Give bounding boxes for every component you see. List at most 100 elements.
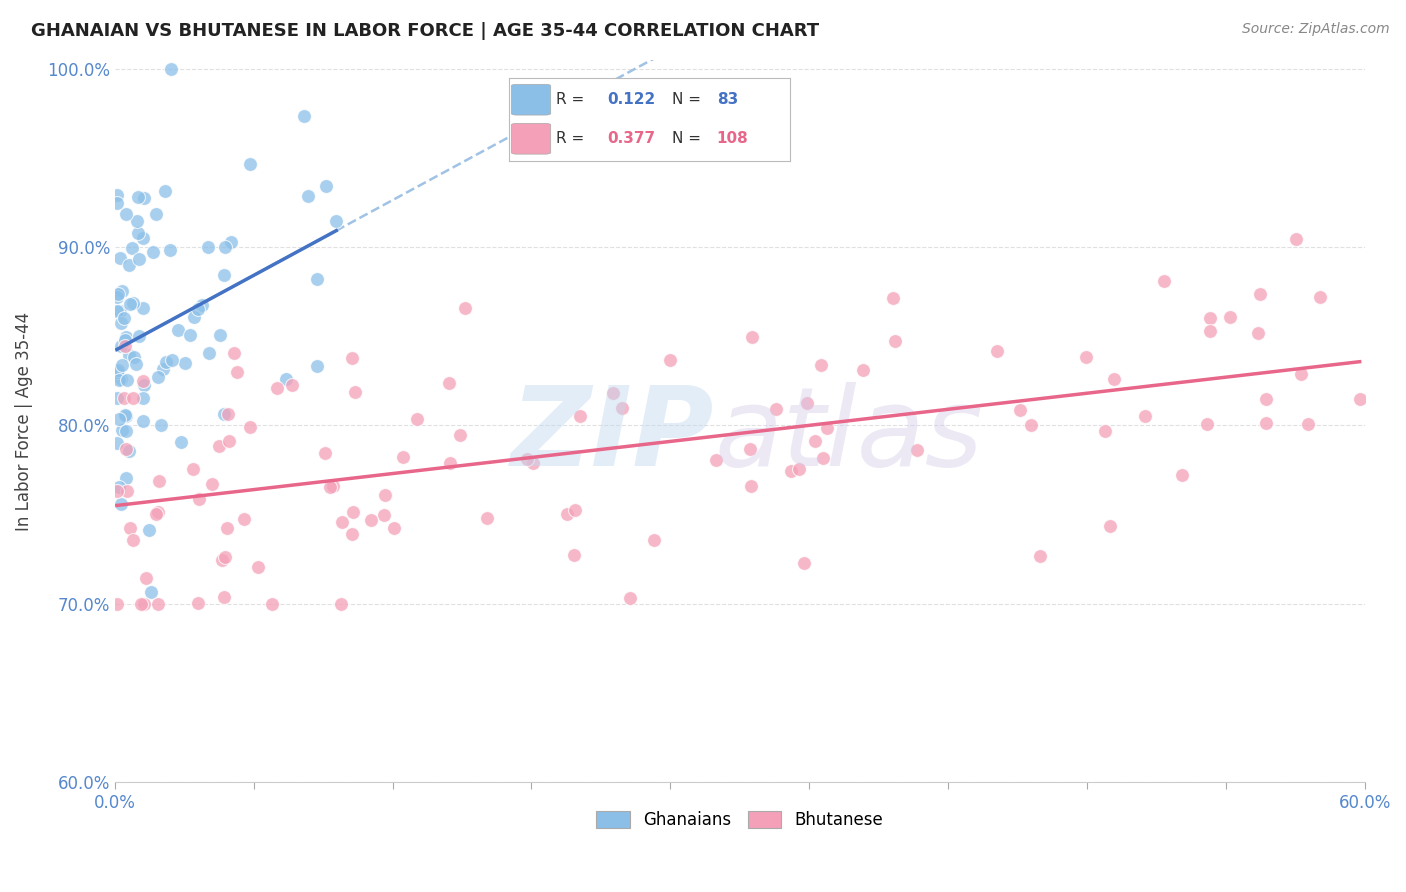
Point [330, 516, 353, 530]
Point [1028, 549, 1050, 563]
Point [114, 330, 136, 344]
Point [159, 243, 181, 257]
Point [340, 351, 363, 365]
Point [105, 187, 128, 202]
Point [322, 479, 344, 493]
Point [852, 363, 875, 377]
Point [125, 357, 148, 371]
Point [1008, 402, 1031, 417]
Point [187, 596, 209, 610]
Point [217, 521, 239, 535]
Point [174, 356, 197, 370]
Point [1284, 232, 1306, 246]
Point [138, 523, 160, 537]
Point [127, 190, 149, 204]
Point [226, 365, 249, 379]
Point [360, 513, 382, 527]
Point [522, 456, 544, 470]
Point [111, 423, 134, 437]
Point [1094, 424, 1116, 438]
Point [114, 408, 136, 422]
Point [128, 252, 150, 266]
Point [105, 303, 128, 318]
Point [1348, 392, 1371, 407]
Point [233, 512, 256, 526]
Point [796, 396, 818, 410]
Point [314, 446, 336, 460]
Point [155, 355, 177, 369]
Point [128, 329, 150, 343]
Point [1198, 311, 1220, 326]
Point [110, 497, 132, 511]
Point [793, 556, 815, 570]
Point [1171, 467, 1194, 482]
Point [152, 362, 174, 376]
Point [108, 412, 131, 426]
Point [105, 391, 128, 405]
Point [437, 376, 460, 391]
Point [1247, 326, 1270, 340]
Point [201, 476, 224, 491]
Point [266, 381, 288, 395]
Point [112, 392, 135, 406]
Point [139, 584, 162, 599]
Point [127, 214, 149, 228]
Legend: Ghanaians, Bhutanese: Ghanaians, Bhutanese [589, 804, 890, 836]
Point [105, 597, 128, 611]
Point [187, 301, 209, 316]
Point [134, 378, 156, 392]
Point [214, 240, 236, 254]
Point [811, 450, 834, 465]
Point [110, 372, 132, 386]
Point [986, 343, 1008, 358]
Point [112, 311, 135, 326]
Point [439, 456, 461, 470]
Point [115, 471, 138, 485]
Point [208, 439, 231, 453]
Point [297, 189, 319, 203]
Point [129, 597, 152, 611]
Point [148, 474, 170, 488]
Point [810, 358, 832, 372]
Point [145, 206, 167, 220]
Point [568, 409, 591, 423]
Point [564, 503, 586, 517]
Point [122, 391, 145, 405]
Point [132, 301, 155, 315]
Point [169, 434, 191, 449]
Y-axis label: In Labor Force | Age 35-44: In Labor Force | Age 35-44 [15, 311, 32, 531]
Point [262, 597, 284, 611]
Point [1254, 392, 1277, 406]
Point [107, 362, 129, 376]
Point [219, 235, 242, 250]
Point [1249, 287, 1271, 301]
Point [281, 378, 304, 392]
Point [329, 597, 352, 611]
Point [1195, 417, 1218, 431]
Point [1153, 274, 1175, 288]
Point [765, 402, 787, 417]
Point [127, 226, 149, 240]
Point [214, 549, 236, 564]
Point [115, 442, 138, 457]
Point [132, 374, 155, 388]
Point [188, 491, 211, 506]
Point [449, 428, 471, 442]
Point [132, 391, 155, 405]
Point [212, 268, 235, 282]
Point [612, 401, 634, 415]
Point [118, 348, 141, 362]
Point [132, 597, 155, 611]
Point [142, 245, 165, 260]
Point [374, 488, 396, 502]
Point [114, 409, 136, 424]
Point [121, 241, 143, 255]
Point [804, 434, 827, 449]
Point [246, 560, 269, 574]
Point [150, 418, 173, 433]
Point [117, 443, 139, 458]
Point [148, 597, 170, 611]
Point [779, 464, 801, 478]
Point [292, 109, 315, 123]
Point [307, 271, 329, 285]
